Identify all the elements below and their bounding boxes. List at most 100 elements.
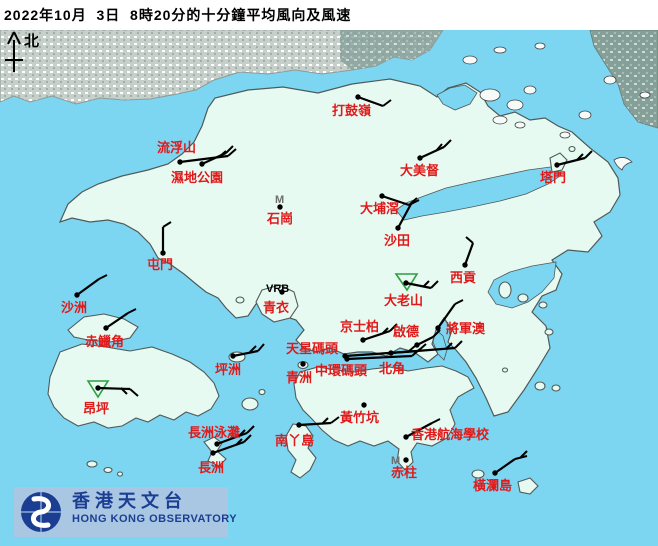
station-dot (344, 356, 350, 362)
wind-barb-tick (410, 199, 420, 205)
wind-barb-shaft (397, 203, 412, 229)
wind-barb-shaft (76, 278, 100, 296)
station-dot (554, 162, 560, 168)
station-label: 啟德 (393, 324, 419, 339)
station-dot (74, 292, 80, 298)
station-label: 青洲 (286, 370, 312, 385)
station-lau-fau-shan: 流浮山 (157, 140, 237, 165)
wind-barb-tick (249, 345, 257, 353)
station-shek-kong: M 石崗 (266, 194, 293, 226)
station-label: 中環碼頭 (315, 363, 368, 378)
station-lamma-island: 南丫島 (275, 416, 340, 448)
station-label: 坪洲 (215, 362, 241, 377)
station-stanley: M赤柱 (391, 455, 417, 480)
station-tap-mun: 塔門 (540, 150, 593, 185)
po-toi-island (517, 477, 539, 495)
sunshine-island (258, 388, 266, 396)
station-label: 赤鱲角 (85, 334, 124, 349)
wind-barb-tick (330, 416, 340, 424)
mirs-bay-islets (462, 42, 651, 171)
station-marker-vrb: VRB (266, 283, 289, 295)
station-ngong-ping: 昂坪 (83, 380, 139, 416)
station-label: 青衣 (263, 300, 289, 315)
north-label: 北 (24, 33, 39, 50)
wind-barb-shaft (405, 422, 433, 438)
wind-barb-shaft (232, 349, 259, 358)
wind-barb-tick (382, 99, 392, 107)
station-label: 沙田 (384, 233, 410, 248)
station-tuen-mun: 屯門 (147, 221, 173, 272)
station-dot (230, 353, 236, 359)
station-kai-tak: 啟德 (393, 324, 441, 348)
wind-barb-tick (432, 329, 441, 338)
lantau-island (47, 343, 220, 429)
wind-barb-shaft (405, 281, 432, 290)
wind-barb-tick (422, 280, 430, 288)
wind-barb-shaft (216, 431, 248, 446)
station-dot (210, 450, 216, 456)
station-dot (379, 193, 385, 199)
station-label: 赤柱 (391, 465, 417, 480)
station-dot (435, 325, 441, 331)
station-dot (214, 441, 220, 447)
station-dot (414, 342, 420, 348)
station-label: 流浮山 (157, 140, 196, 155)
wind-barb-tick (445, 342, 453, 350)
station-dot (296, 422, 302, 428)
station-cheung-chau: 長洲 (198, 434, 252, 475)
station-sai-kung: 西貢 (450, 236, 476, 285)
station-dot (417, 155, 423, 161)
station-tai-po-kau: 大埔滘 (360, 193, 418, 216)
wind-barb-tick (465, 236, 474, 244)
station-central-pier: 中環碼頭 (315, 348, 421, 378)
wind-barb-tick (246, 425, 255, 434)
station-dot (388, 350, 394, 356)
wind-barb-tick (389, 323, 398, 332)
islands (47, 145, 576, 495)
station-hk-sea-school: 香港航海學校 (403, 418, 490, 442)
station-label: 南丫島 (275, 433, 314, 448)
station-tsing-yi: VRB 青衣 (263, 283, 289, 315)
wind-barb-shaft (346, 354, 413, 361)
wind-barb-shaft (201, 152, 227, 165)
station-label: 黃竹坑 (339, 410, 379, 425)
soko-islets (86, 460, 98, 468)
wind-barb-tick (454, 340, 463, 349)
waglan-islet (471, 469, 485, 479)
north-arrow (5, 31, 23, 72)
station-dot (277, 204, 283, 210)
wind-barb-tick (98, 274, 108, 280)
station-green-island: 青洲 (286, 361, 312, 385)
wind-barb-shaft (437, 303, 456, 329)
wind-barb-tick (321, 417, 329, 425)
wind-barb-shaft (390, 346, 456, 355)
wind-barb-shaft (463, 242, 475, 266)
station-marker-m: M (275, 194, 284, 206)
wind-barb-tick (120, 387, 128, 395)
station-peng-chau: 坪洲 (215, 343, 265, 377)
wind-barb-shaft (362, 329, 391, 342)
wind-barb-tick (430, 280, 439, 289)
station-dot (355, 94, 361, 100)
hko-logo: 香港天文台 HONG KONG OBSERVATORY (14, 487, 237, 537)
hong-kong-island (293, 365, 475, 471)
lamma-island-shape (285, 423, 317, 479)
logo-english-text: HONG KONG OBSERVATORY (72, 513, 237, 525)
title-bar: 2022年10月 3日 8時20分的十分鐘平均風向及風速 (0, 0, 658, 30)
wind-barb-tick (225, 145, 234, 154)
station-tates-cairn: 大老山 (384, 273, 439, 308)
station-label: 北角 (379, 361, 405, 376)
wind-barb-tick (431, 418, 441, 424)
station-label: 長洲泳灘 (188, 425, 240, 440)
wind-barb-shaft (357, 95, 384, 108)
landmass-northeast-corner (589, 29, 658, 129)
station-dot (199, 161, 205, 167)
station-label: 西貢 (450, 270, 476, 285)
wind-barb-tick (129, 388, 139, 397)
station-wong-chuk-hang: 黃竹坑 (339, 402, 379, 425)
station-dot (361, 402, 367, 408)
station-label: 屯門 (147, 257, 173, 272)
station-label: 昂坪 (83, 401, 109, 416)
